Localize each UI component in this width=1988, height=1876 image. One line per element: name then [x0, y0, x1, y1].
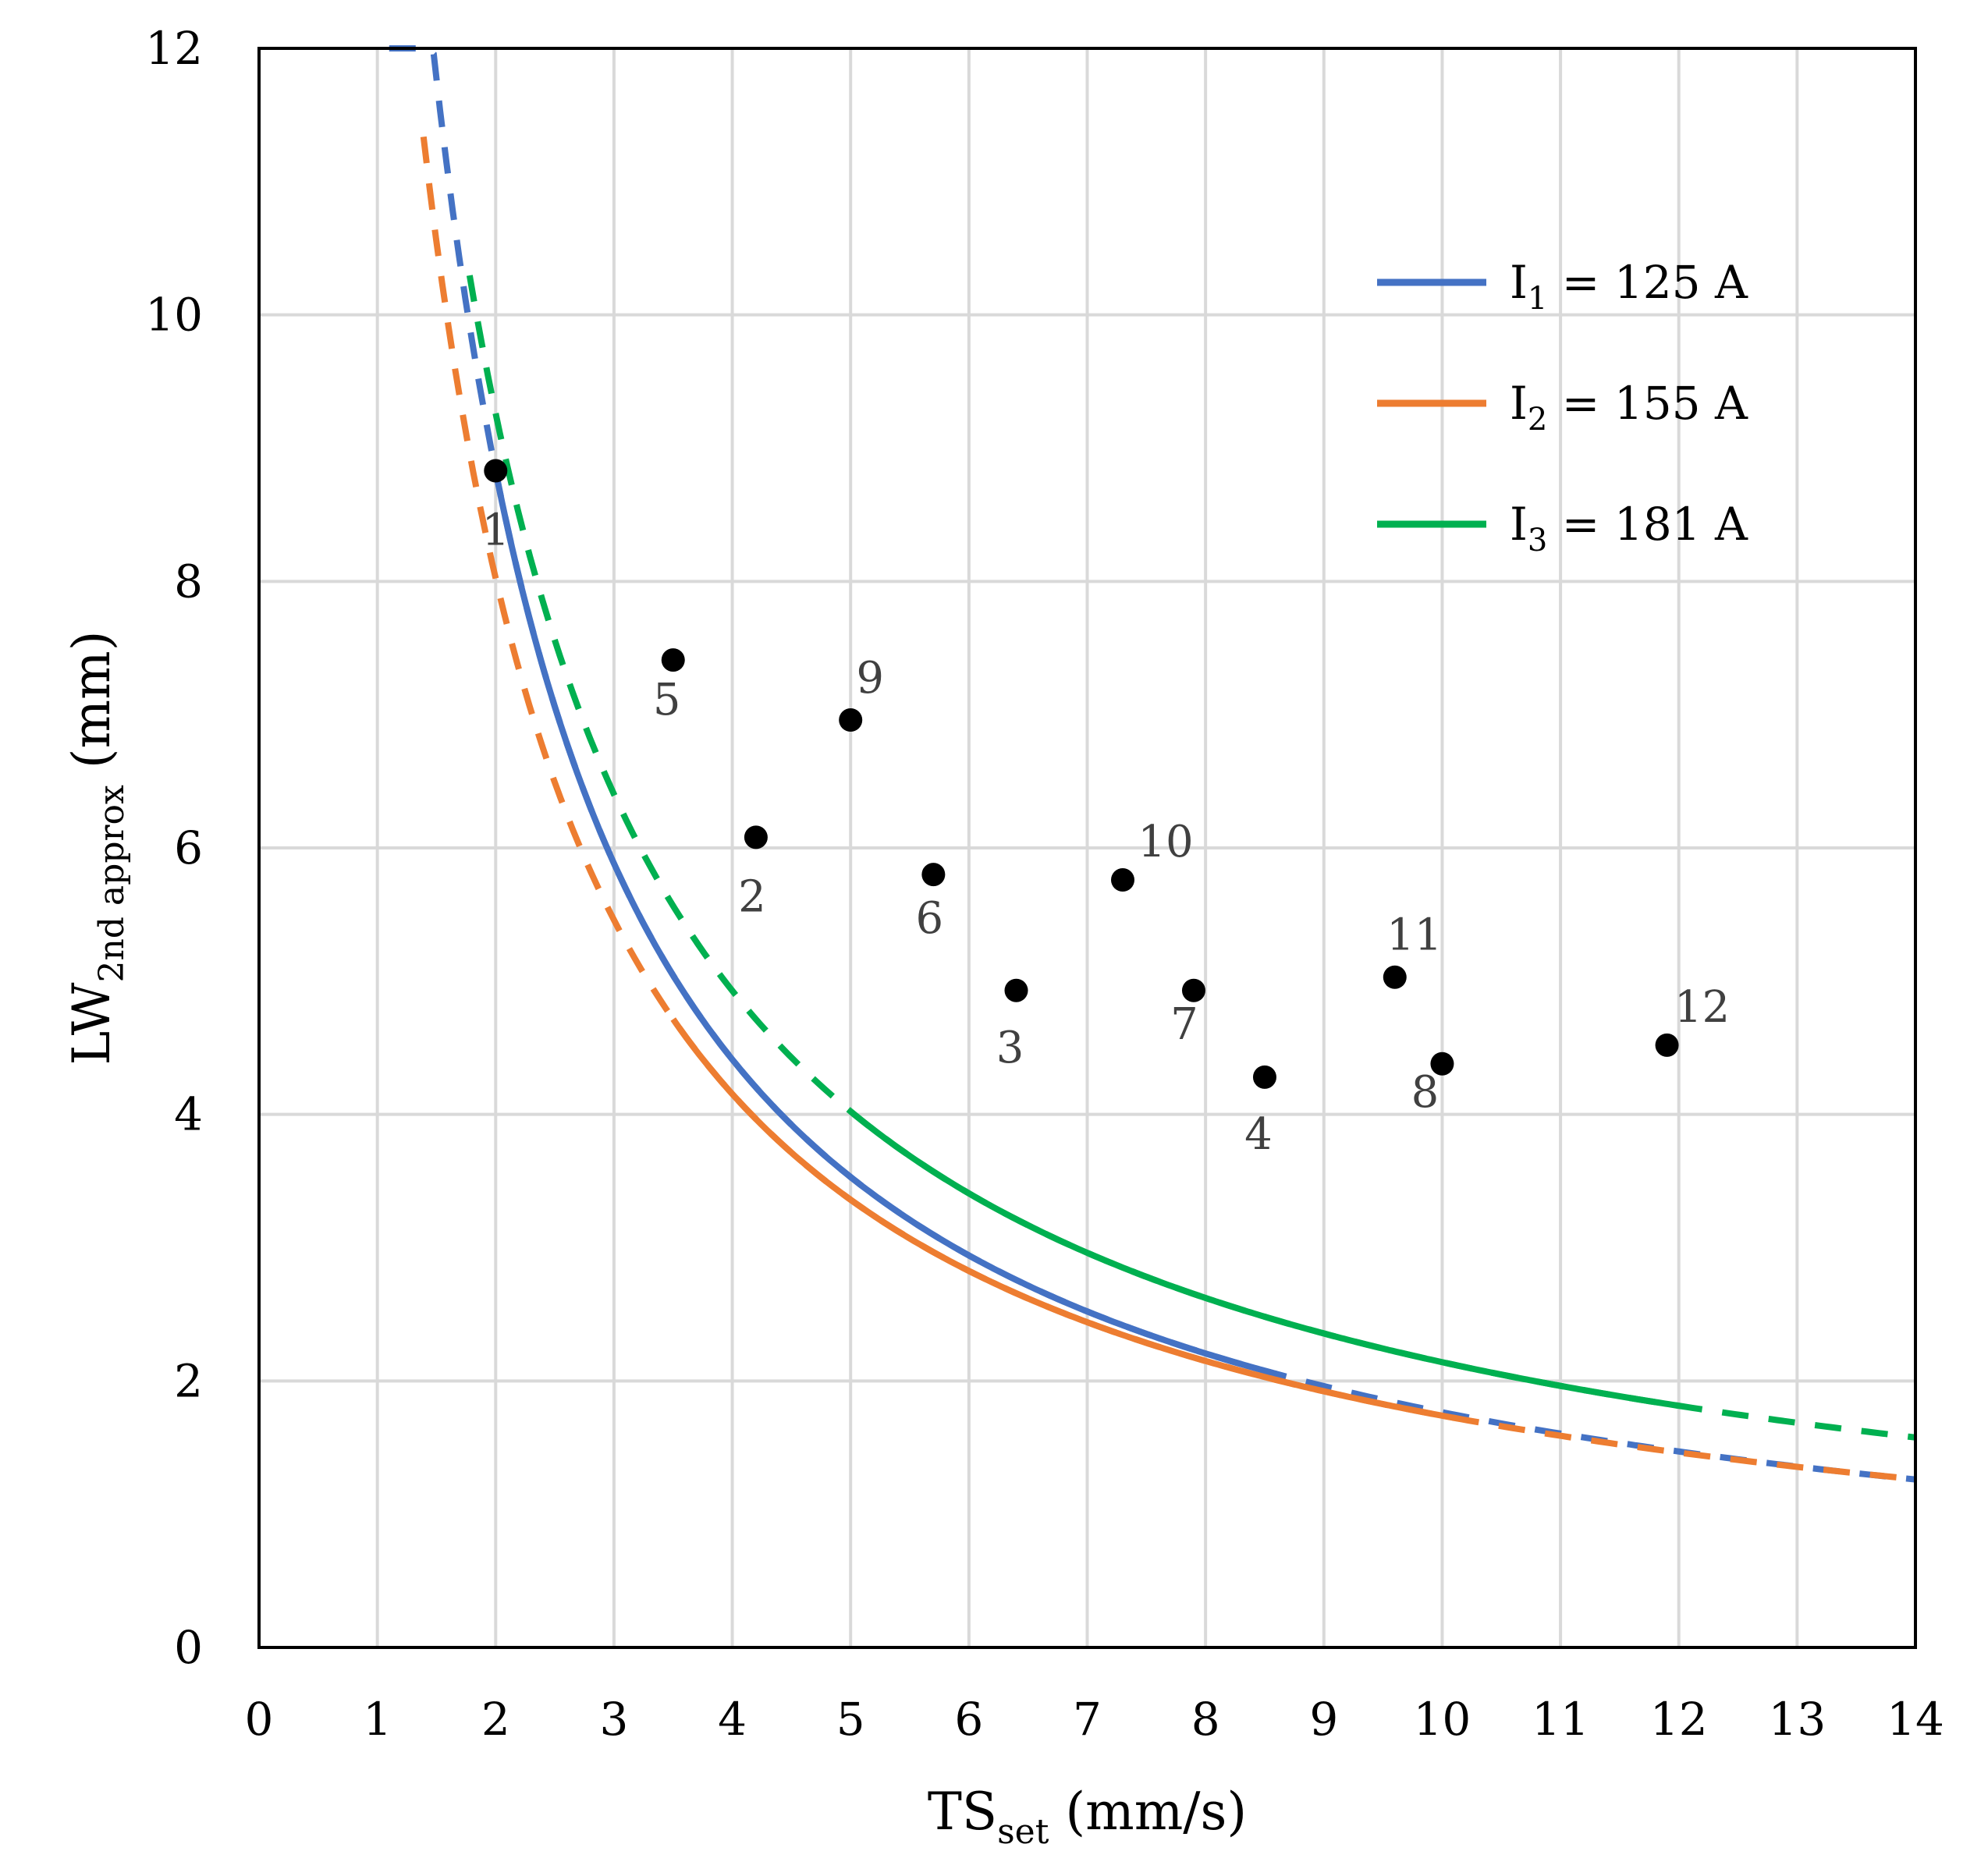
y-tick-label-12: 12	[145, 22, 203, 75]
x-tick-label-13: 13	[1768, 1693, 1826, 1746]
y-axis-title: LW2nd approx (mm)	[62, 631, 132, 1066]
data-point-12	[1655, 1033, 1679, 1057]
data-point-label-4: 4	[1244, 1109, 1273, 1160]
x-tick-label-8: 8	[1191, 1693, 1220, 1746]
y-axis-title-subscript: 2nd approx	[92, 785, 132, 983]
x-tick-label-11: 11	[1532, 1693, 1589, 1746]
legend-label-3: I3 = 181 A	[1510, 498, 1748, 559]
data-point-8	[1430, 1051, 1454, 1076]
legend-label-main-3: I	[1510, 498, 1528, 551]
legend-label-value-3: = 181 A	[1547, 498, 1748, 551]
data-point-label-8: 8	[1411, 1067, 1440, 1118]
x-tick-label-6: 6	[954, 1693, 983, 1746]
x-tick-label-10: 10	[1414, 1693, 1471, 1746]
data-point-label-2: 2	[738, 871, 766, 922]
data-point-label-3: 3	[996, 1023, 1024, 1073]
data-point-11	[1383, 965, 1407, 989]
series-2-fitted-solid-line	[670, 1017, 1455, 1421]
series-2	[420, 136, 1916, 1483]
data-point-label-1: 1	[481, 505, 509, 556]
legend-label-1: I1 = 125 A	[1510, 256, 1748, 317]
legend-entry-2: I2 = 155 A	[1377, 377, 1748, 438]
y-tick-label-0: 0	[174, 1621, 203, 1674]
data-point-4	[1252, 1065, 1276, 1089]
x-axis-title-unit: (mm/s)	[1049, 1782, 1247, 1842]
y-tick-label-4: 4	[174, 1088, 203, 1141]
data-point-7	[1181, 978, 1205, 1002]
legend-entry-3: I3 = 181 A	[1377, 498, 1748, 559]
legend-label-value-2: = 155 A	[1547, 377, 1748, 430]
y-tick-label-6: 6	[174, 821, 203, 874]
x-tick-label-2: 2	[481, 1693, 510, 1746]
x-tick-label-5: 5	[836, 1693, 865, 1746]
x-axis-title-main: TS	[928, 1782, 997, 1842]
legend-label-main-1: I	[1510, 256, 1528, 309]
series-curves	[389, 45, 1916, 1483]
data-point-label-10: 10	[1138, 817, 1193, 867]
x-tick-label-1: 1	[363, 1693, 392, 1746]
y-axis-title-unit: (mm)	[62, 631, 122, 786]
x-axis-title-subscript: set	[997, 1812, 1049, 1852]
data-point-1	[484, 459, 508, 483]
legend-label-subscript-3: 3	[1528, 523, 1547, 559]
legend-label-main-2: I	[1510, 377, 1528, 430]
x-tick-label-3: 3	[599, 1693, 628, 1746]
y-tick-label-2: 2	[174, 1354, 203, 1407]
x-axis-title: TSset (mm/s)	[928, 1782, 1247, 1852]
x-tick-label-12: 12	[1650, 1693, 1708, 1746]
plot-frame	[257, 47, 1917, 1649]
series-3	[466, 275, 1916, 1441]
x-tick-label-7: 7	[1073, 1693, 1102, 1746]
data-point-6	[921, 863, 946, 887]
x-tick-label-0: 0	[245, 1693, 274, 1746]
legend-entry-1: I1 = 125 A	[1377, 256, 1748, 317]
data-point-label-6: 6	[916, 893, 944, 944]
data-point-10	[1110, 868, 1134, 892]
legend: I1 = 125 AI2 = 155 AI3 = 181 A	[1377, 256, 1748, 559]
y-tick-label-8: 8	[174, 555, 203, 608]
data-point-9	[839, 708, 863, 732]
x-tick-label-9: 9	[1309, 1693, 1338, 1746]
data-point-label-11: 11	[1386, 910, 1442, 961]
series-2-extrapolated-dashed-line	[420, 136, 1916, 1483]
data-point-label-5: 5	[653, 675, 681, 725]
x-tick-label-4: 4	[718, 1693, 747, 1746]
legend-label-value-1: = 125 A	[1547, 256, 1748, 309]
data-point-2	[744, 825, 768, 849]
legend-label-subscript-1: 1	[1528, 281, 1547, 317]
x-tick-label-14: 14	[1887, 1693, 1944, 1746]
data-point-label-12: 12	[1674, 982, 1730, 1033]
data-point-label-9: 9	[856, 653, 884, 704]
data-point-5	[661, 648, 685, 672]
series-3-fitted-solid-line	[848, 1108, 1680, 1410]
series-1-fitted-solid-line	[492, 470, 1278, 1378]
data-point-label-7: 7	[1170, 999, 1198, 1050]
legend-label-subscript-2: 2	[1528, 402, 1547, 438]
y-axis-title-main: LW	[62, 982, 122, 1065]
series-1	[389, 45, 1916, 1483]
data-point-3	[1004, 978, 1028, 1002]
y-tick-label-10: 10	[145, 289, 203, 342]
legend-label-2: I2 = 155 A	[1510, 377, 1748, 438]
